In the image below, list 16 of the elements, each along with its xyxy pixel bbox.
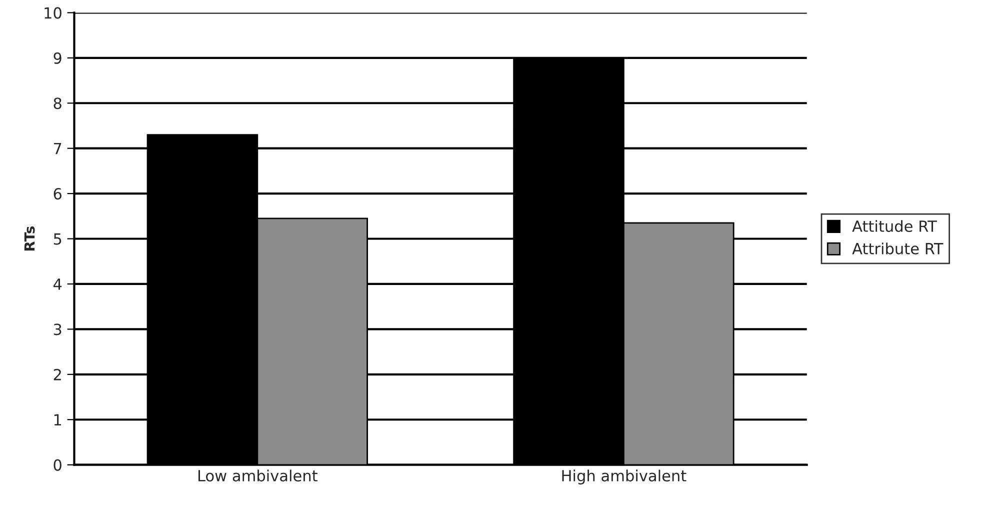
y-tick-label: 3 <box>54 324 62 336</box>
y-tick-label: 8 <box>54 98 62 110</box>
legend-label: Attribute RT <box>852 242 944 254</box>
y-tick-label: 10 <box>44 7 62 19</box>
x-tick-label: High ambivalent <box>562 470 686 484</box>
legend-label: Attitude RT <box>852 220 937 232</box>
y-axis-title: RTs <box>24 226 35 250</box>
y-tick-label: 0 <box>54 459 62 471</box>
y-tick-label: 6 <box>54 188 62 200</box>
y-tick-label: 2 <box>54 368 61 380</box>
y-tick-label: 7 <box>54 143 62 154</box>
y-tick-label: 1 <box>54 414 62 426</box>
y-tick-label: 4 <box>53 278 62 290</box>
y-tick-label: 9 <box>54 52 62 64</box>
x-tick-label: Low ambivalent <box>198 470 318 482</box>
y-tick-label: 5 <box>54 233 62 245</box>
